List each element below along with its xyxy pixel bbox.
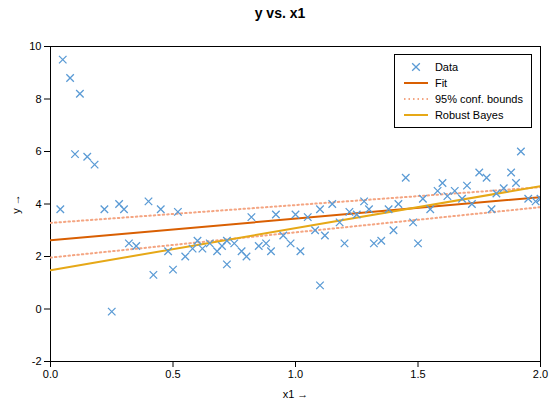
svg-text:6: 6: [35, 145, 41, 157]
html-text:95% conf. bounds: 95% conf. bounds: [434, 93, 523, 105]
html-text:Robust Bayes: Robust Bayes: [434, 109, 504, 121]
svg-text:10: 10: [29, 40, 41, 52]
svg-text:1.5: 1.5: [410, 368, 425, 380]
svg-text:-2: -2: [32, 355, 42, 367]
svg-text:x1 →: x1 →: [283, 388, 309, 400]
html-text:y vs. x1: y vs. x1: [254, 5, 306, 21]
svg-text:2.0: 2.0: [533, 368, 548, 380]
html-text:Fit: Fit: [434, 77, 448, 89]
svg-text:8: 8: [35, 93, 41, 105]
svg-text:0: 0: [35, 303, 41, 315]
html-text:Data: Data: [434, 61, 459, 73]
svg-text:y →: y →: [10, 194, 22, 214]
svg-text:1.0: 1.0: [288, 368, 303, 380]
svg-text:4: 4: [35, 198, 41, 210]
svg-text:0.0: 0.0: [43, 368, 58, 380]
svg-text:0.5: 0.5: [165, 368, 180, 380]
svg-text:2: 2: [35, 250, 41, 262]
